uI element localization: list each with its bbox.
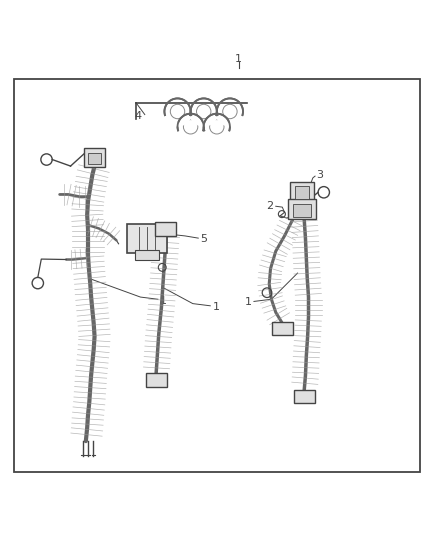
FancyBboxPatch shape [272, 322, 293, 335]
FancyBboxPatch shape [135, 250, 159, 261]
Text: 5: 5 [201, 235, 208, 245]
Text: 4: 4 [134, 111, 142, 121]
Text: 1: 1 [160, 296, 167, 305]
FancyBboxPatch shape [290, 182, 314, 202]
FancyBboxPatch shape [88, 152, 101, 164]
FancyBboxPatch shape [293, 390, 314, 403]
Text: 1: 1 [235, 54, 242, 64]
FancyBboxPatch shape [294, 186, 309, 199]
FancyBboxPatch shape [155, 222, 176, 236]
FancyBboxPatch shape [127, 224, 167, 253]
FancyBboxPatch shape [84, 148, 105, 167]
Text: 3: 3 [316, 170, 323, 180]
FancyBboxPatch shape [293, 204, 311, 217]
Text: 1: 1 [212, 302, 219, 312]
FancyBboxPatch shape [146, 374, 166, 386]
Text: 2: 2 [266, 201, 274, 211]
Text: 1: 1 [245, 297, 252, 307]
FancyBboxPatch shape [288, 199, 316, 220]
